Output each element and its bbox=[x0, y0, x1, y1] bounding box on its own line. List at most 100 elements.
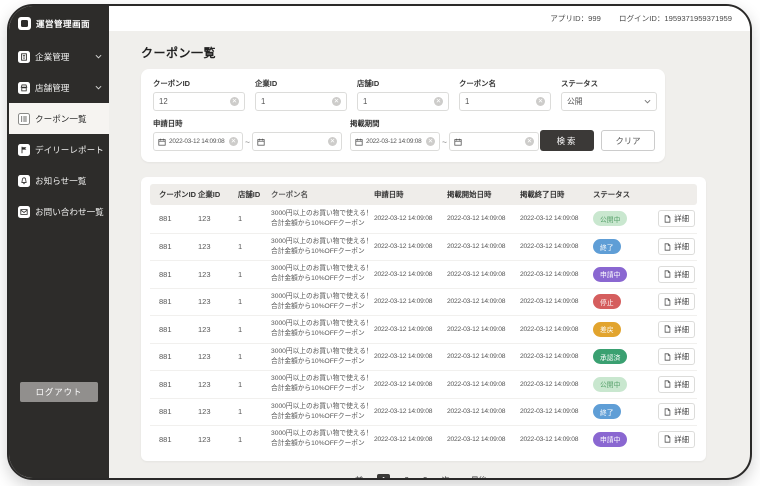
sidebar-nav: 企業管理 店舗管理 クーポン一覧 bbox=[9, 41, 109, 227]
clear-button[interactable]: クリア bbox=[601, 130, 655, 151]
cell-coupon-name: 3000円以上のお買い物で使える！ 合計金額から10%OFFクーポン bbox=[271, 402, 374, 422]
store-id-input[interactable]: 1 ✕ bbox=[357, 92, 449, 111]
calendar-icon[interactable] bbox=[158, 138, 166, 146]
detail-button[interactable]: 詳細 bbox=[658, 348, 695, 366]
clear-icon[interactable]: ✕ bbox=[536, 97, 545, 106]
detail-button[interactable]: 詳細 bbox=[658, 375, 695, 393]
cell-coupon-name: 3000円以上のお買い物で使える！ 合計金額から10%OFFクーポン bbox=[271, 264, 374, 284]
pagination-prev[interactable]: < 前 bbox=[348, 474, 363, 478]
page-title: クーポン一覧 bbox=[141, 46, 217, 60]
coupon-name-label: クーポン名 bbox=[459, 79, 496, 88]
table-row: 881 123 1 3000円以上のお買い物で使える！ 合計金額から10%OFF… bbox=[150, 287, 697, 316]
cell-publish-start: 2022-03-12 14:09:08 bbox=[447, 353, 506, 361]
sidebar-item-label: お知らせ一覧 bbox=[35, 175, 87, 186]
pagination-page-3[interactable]: 3 bbox=[422, 475, 428, 480]
coupon-id-input[interactable]: 12 ✕ bbox=[153, 92, 245, 111]
coupon-name-line2: 合計金額から10%OFFクーポン bbox=[271, 412, 365, 420]
sidebar-item-news-list[interactable]: お知らせ一覧 bbox=[9, 165, 109, 196]
calendar-icon[interactable] bbox=[355, 138, 363, 146]
cell-company-id: 123 bbox=[198, 214, 211, 224]
document-icon bbox=[664, 298, 671, 306]
apply-date-to-input[interactable]: ✕ bbox=[251, 132, 342, 151]
cell-applied-at: 2022-03-12 14:09:08 bbox=[374, 243, 433, 251]
filter-field-company-id: 企業ID 1 ✕ bbox=[255, 78, 347, 111]
clear-icon[interactable]: ✕ bbox=[229, 137, 238, 146]
filter-field-coupon-name: クーポン名 1 ✕ bbox=[459, 78, 551, 111]
publish-period-from-input[interactable]: 2022-03-12 14:09:08 ✕ bbox=[349, 132, 440, 151]
sidebar: 運営管理画面 企業管理 店舗管理 bbox=[9, 6, 109, 478]
sidebar-item-store-management[interactable]: 店舗管理 bbox=[9, 72, 109, 103]
sidebar-item-label: 店舗管理 bbox=[35, 82, 70, 93]
clear-icon[interactable]: ✕ bbox=[425, 137, 435, 146]
cell-company-id: 123 bbox=[198, 407, 211, 417]
filter-card: クーポンID 12 ✕ 企業ID 1 ✕ 店舗I bbox=[141, 69, 665, 162]
detail-button-label: 詳細 bbox=[674, 434, 689, 444]
sidebar-item-daily-report[interactable]: デイリーレポート bbox=[9, 134, 109, 165]
cell-coupon-name: 3000円以上のお買い物で使える！ 合計金額から10%OFFクーポン bbox=[271, 347, 374, 367]
store-icon bbox=[18, 81, 30, 94]
detail-button[interactable]: 詳細 bbox=[658, 403, 695, 421]
cell-coupon-id: 881 bbox=[159, 242, 172, 252]
filter-field-apply-date: 申請日時 2022-03-12 14:09:08 ✕ ~ bbox=[153, 118, 342, 151]
detail-button[interactable]: 詳細 bbox=[658, 430, 695, 448]
status-label: ステータス bbox=[561, 79, 598, 88]
sidebar-item-coupon-list[interactable]: クーポン一覧 bbox=[9, 103, 109, 134]
detail-button[interactable]: 詳細 bbox=[658, 293, 695, 311]
coupon-name-line1: 3000円以上のお買い物で使える！ bbox=[271, 347, 373, 355]
detail-button[interactable]: 詳細 bbox=[658, 265, 695, 283]
clear-icon[interactable]: ✕ bbox=[327, 137, 337, 146]
logout-button[interactable]: ログアウト bbox=[20, 382, 98, 402]
publish-period-to-input[interactable]: ✕ bbox=[448, 132, 539, 151]
cell-store-id: 1 bbox=[238, 324, 243, 334]
cell-store-id: 1 bbox=[238, 297, 243, 307]
detail-button[interactable]: 詳細 bbox=[658, 320, 695, 338]
cell-coupon-id: 881 bbox=[159, 324, 172, 334]
coupon-id-label: クーポンID bbox=[153, 79, 190, 88]
clear-icon[interactable]: ✕ bbox=[332, 97, 341, 106]
pagination-next[interactable]: 次 > bbox=[441, 474, 456, 478]
pagination-page-2[interactable]: 2 bbox=[404, 475, 409, 480]
cell-coupon-name: 3000円以上のお買い物で使える！ 合計金額から10%OFFクーポン bbox=[271, 374, 374, 394]
cell-applied-at: 2022-03-12 14:09:08 bbox=[374, 435, 433, 443]
sidebar-item-company-management[interactable]: 企業管理 bbox=[9, 41, 109, 72]
detail-button[interactable]: 詳細 bbox=[658, 238, 695, 256]
coupon-name-line1: 3000円以上のお買い物で使える！ bbox=[271, 265, 373, 273]
cell-company-id: 123 bbox=[198, 352, 211, 362]
cell-publish-end: 2022-03-12 14:09:08 bbox=[520, 325, 579, 333]
coupon-name-line2: 合計金額から10%OFFクーポン bbox=[271, 385, 365, 393]
pagination-page-1[interactable]: 1 bbox=[377, 473, 391, 478]
table-row: 881 123 1 3000円以上のお買い物で使える！ 合計金額から10%OFF… bbox=[150, 425, 697, 453]
cell-store-id: 1 bbox=[238, 269, 243, 279]
coupon-name-line1: 3000円以上のお買い物で使える！ bbox=[271, 402, 373, 410]
sidebar-item-label: デイリーレポート bbox=[35, 144, 104, 155]
calendar-icon[interactable] bbox=[454, 138, 462, 146]
filter-field-publish-period: 掲載期間 2022-03-12 14:09:08 ✕ ~ bbox=[349, 118, 539, 151]
document-icon bbox=[664, 215, 671, 223]
clear-icon[interactable]: ✕ bbox=[434, 97, 443, 106]
calendar-icon[interactable] bbox=[257, 138, 265, 146]
pagination-last[interactable]: 最後 >> bbox=[471, 474, 499, 478]
coupon-name-line2: 合計金額から10%OFFクーポン bbox=[271, 357, 365, 365]
status-select[interactable]: 公開 bbox=[561, 92, 657, 111]
cell-publish-end: 2022-03-12 14:09:08 bbox=[520, 408, 579, 416]
cell-store-id: 1 bbox=[238, 242, 243, 252]
clear-icon[interactable]: ✕ bbox=[524, 137, 534, 146]
status-badge: 終了 bbox=[593, 404, 621, 420]
building-icon bbox=[18, 50, 30, 63]
sidebar-item-inquiry-list[interactable]: お問い合わせ一覧 bbox=[9, 196, 109, 227]
company-id-input[interactable]: 1 ✕ bbox=[255, 92, 347, 111]
apply-date-from-input[interactable]: 2022-03-12 14:09:08 ✕ bbox=[153, 132, 243, 151]
search-button[interactable]: 検索 bbox=[540, 130, 594, 151]
company-id-label: 企業ID bbox=[255, 79, 278, 88]
cell-publish-start: 2022-03-12 14:09:08 bbox=[447, 435, 506, 443]
table-header: クーポンID 企業ID 店舗ID クーポン名 申請日時 掲載開始日時 掲載終了日… bbox=[150, 184, 697, 205]
login-id-label: ログインID：1959371959371959 bbox=[618, 14, 732, 23]
clear-icon[interactable]: ✕ bbox=[230, 97, 239, 106]
cell-coupon-id: 881 bbox=[159, 379, 172, 389]
cell-coupon-id: 881 bbox=[159, 434, 172, 444]
app-logo: 運営管理画面 bbox=[9, 6, 109, 39]
filter-field-status: ステータス 公開 bbox=[561, 78, 657, 111]
detail-button[interactable]: 詳細 bbox=[658, 210, 695, 228]
coupon-name-input[interactable]: 1 ✕ bbox=[459, 92, 551, 111]
detail-button-label: 詳細 bbox=[674, 297, 689, 307]
